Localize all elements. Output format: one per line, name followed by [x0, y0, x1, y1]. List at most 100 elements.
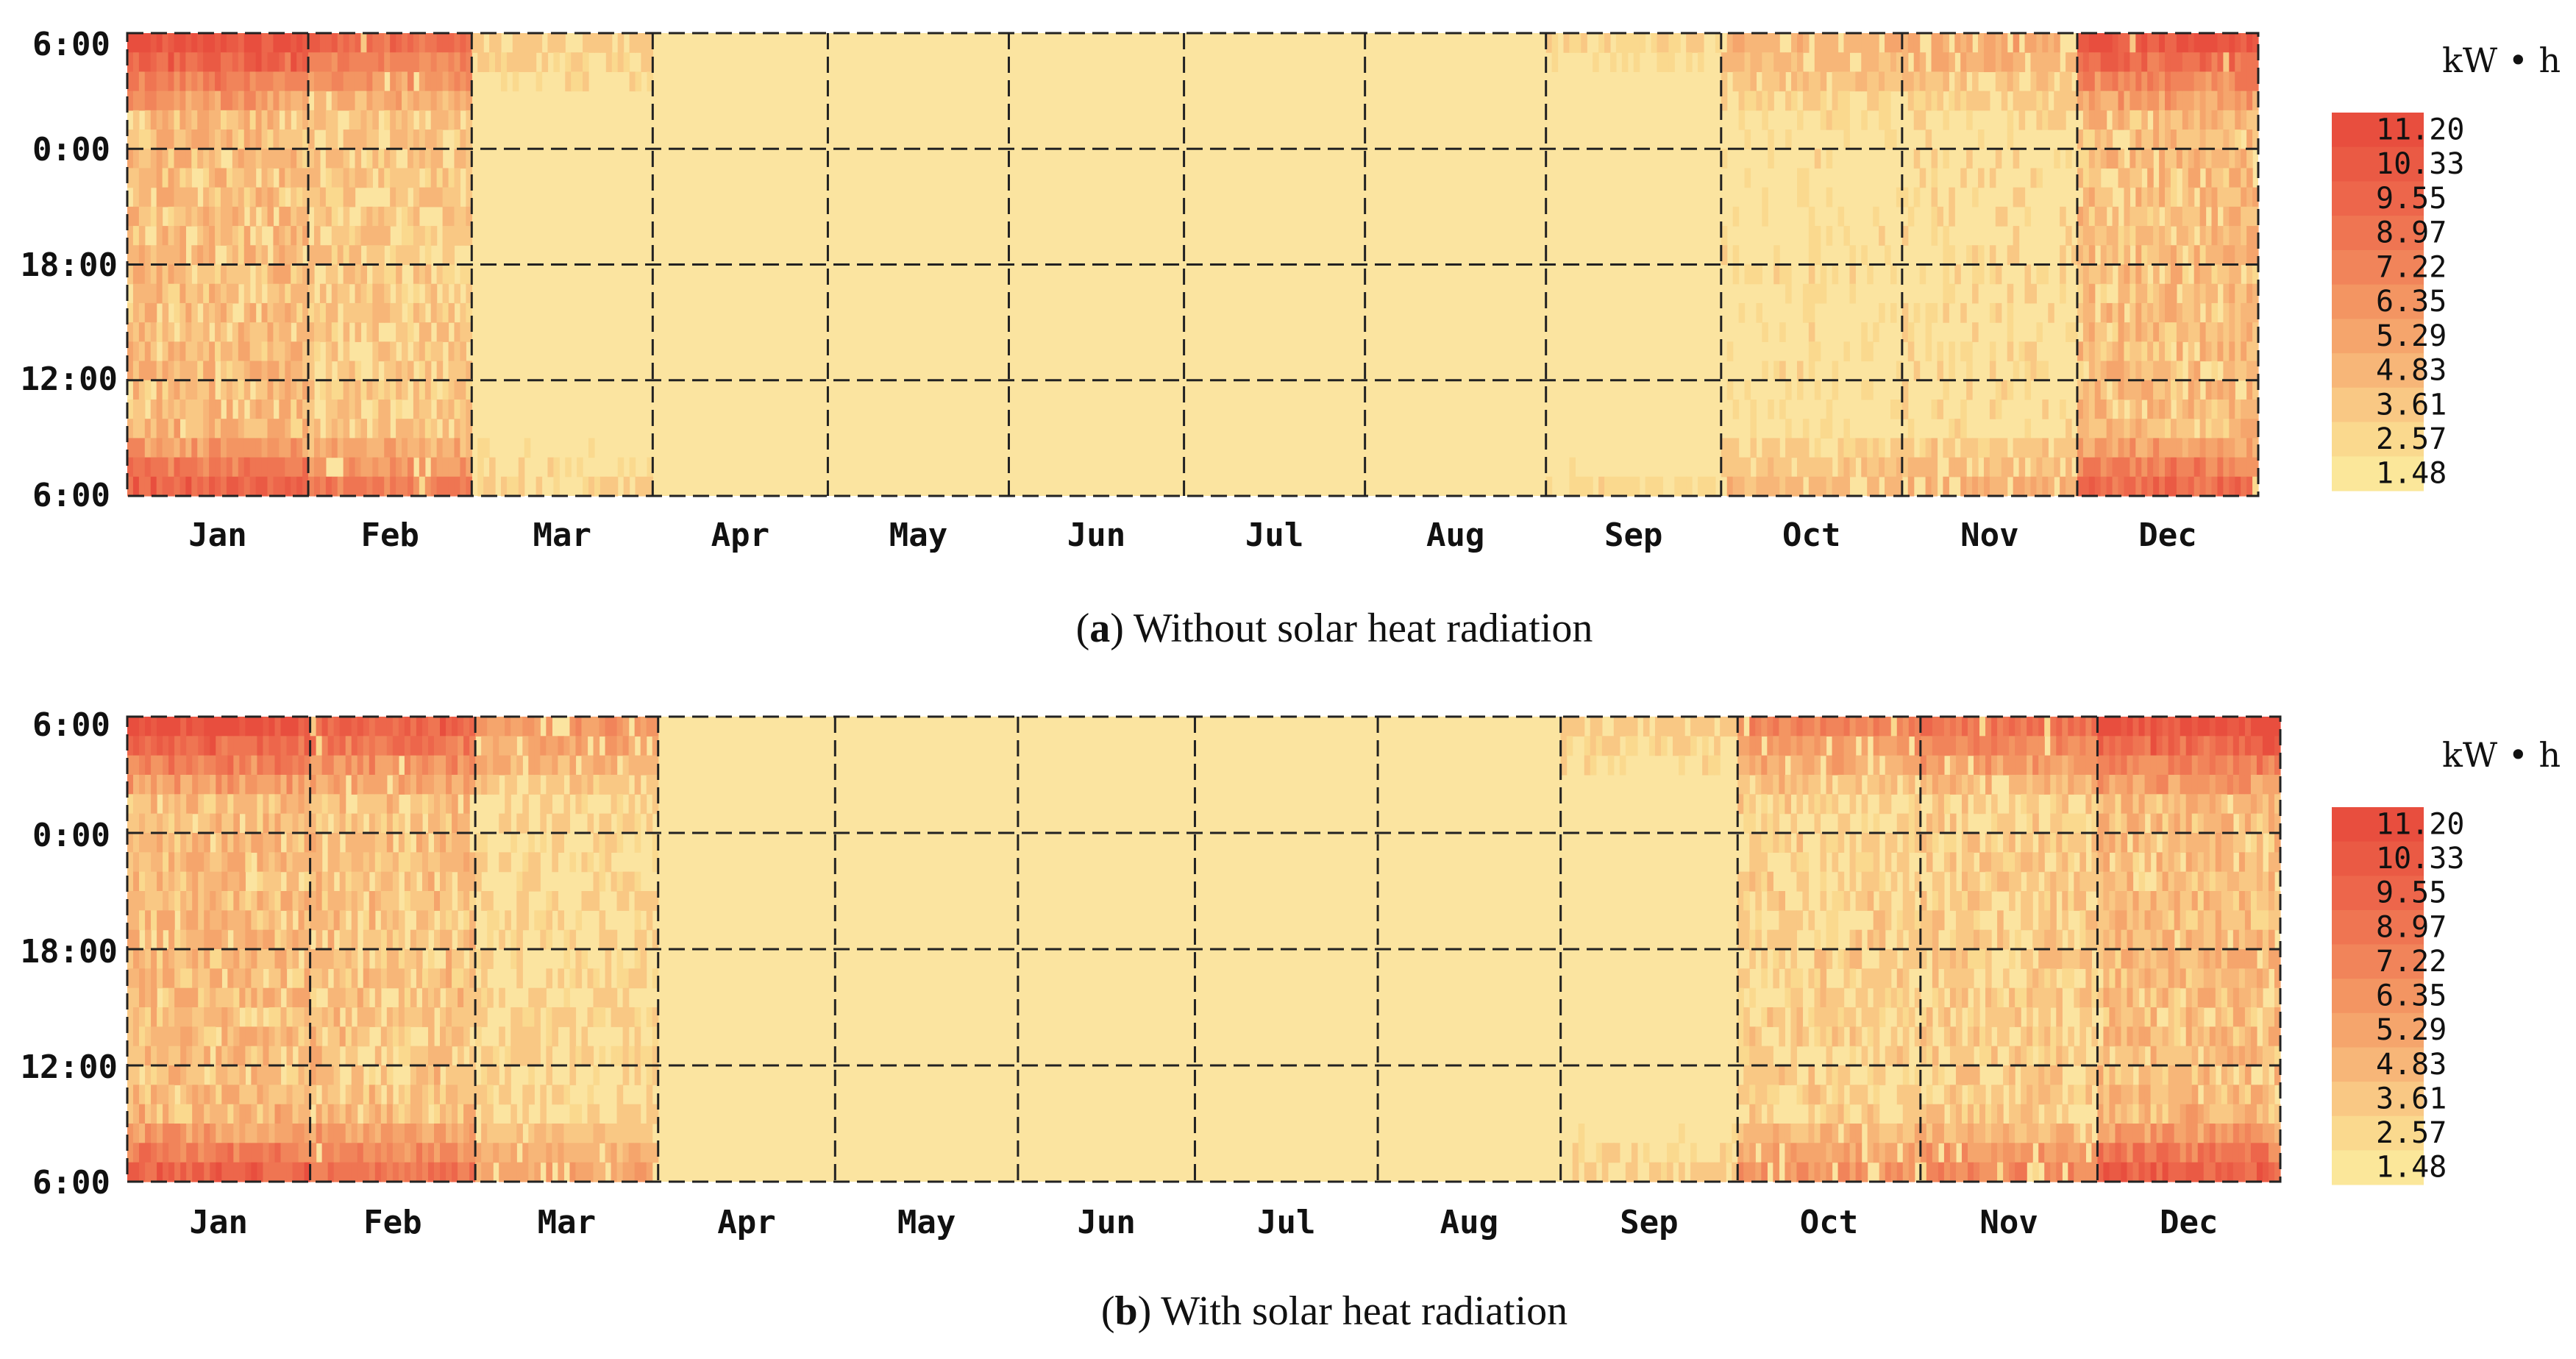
heat-cell — [2252, 110, 2259, 130]
heat-cell — [127, 910, 134, 931]
heat-cell — [132, 283, 140, 304]
heat-cell — [1913, 457, 1921, 478]
heat-cell — [460, 380, 466, 400]
heat-cell — [363, 736, 370, 756]
heat-cell — [635, 33, 642, 53]
heat-cell — [1684, 736, 1691, 756]
heat-cell — [1779, 717, 1785, 737]
heat-cell — [263, 891, 270, 911]
heat-cell — [1978, 476, 1985, 497]
heat-cell — [2054, 110, 2060, 130]
heat-cell — [192, 1104, 199, 1124]
heat-cell — [243, 457, 251, 478]
heat-cell — [421, 910, 429, 931]
heat-cell — [2030, 457, 2037, 478]
heat-cell — [384, 168, 391, 188]
heat-cell — [1802, 1143, 1810, 1163]
heat-cell — [209, 476, 216, 497]
heat-cell — [404, 1143, 411, 1163]
heat-cell — [1908, 1162, 1915, 1182]
heat-cell — [1755, 852, 1762, 873]
heat-cell — [587, 968, 594, 989]
heat-cell — [402, 283, 408, 304]
heat-cell — [355, 110, 362, 130]
heat-cell — [1584, 736, 1591, 756]
heat-cell — [528, 1026, 535, 1047]
heat-cell — [396, 283, 402, 304]
heat-cell — [1890, 755, 1898, 776]
heat-cell — [1843, 476, 1851, 497]
heat-cell — [321, 1162, 329, 1182]
heat-cell — [1808, 736, 1815, 756]
heat-cell — [339, 929, 346, 950]
heat-cell — [2060, 245, 2066, 266]
heat-cell — [1790, 852, 1798, 873]
heat-cell — [261, 264, 268, 285]
heat-cell — [2193, 206, 2201, 227]
heat-cell — [1855, 755, 1862, 776]
heat-cell — [1779, 736, 1785, 756]
heat-cell — [168, 833, 175, 853]
heat-cell — [1737, 1124, 1744, 1143]
heat-cell — [2060, 110, 2066, 130]
heat-cell — [1832, 891, 1839, 911]
heat-cell — [249, 341, 257, 362]
heat-cell — [587, 891, 594, 911]
heat-cell — [227, 717, 234, 737]
heat-cell — [351, 891, 358, 911]
heat-cell — [534, 987, 541, 1008]
heat-cell — [296, 438, 303, 458]
heat-cell — [302, 91, 309, 111]
heat-cell — [386, 755, 394, 776]
heat-cell — [2229, 361, 2235, 381]
heat-cell — [239, 1162, 246, 1182]
heat-cell — [192, 987, 199, 1008]
heat-cell — [2130, 322, 2136, 342]
heat-cell — [466, 206, 472, 227]
heat-cell — [558, 755, 565, 776]
heat-cell — [2235, 245, 2241, 266]
heat-cell — [616, 1007, 624, 1027]
heat-cell — [145, 1007, 152, 1027]
heat-cell — [1966, 52, 1973, 73]
heat-cell — [469, 891, 476, 911]
heat-cell — [402, 380, 408, 400]
heat-cell — [168, 1046, 175, 1066]
heat-cell — [534, 717, 541, 737]
heat-cell — [268, 717, 276, 737]
heat-cell — [448, 187, 455, 207]
heat-cell — [1913, 33, 1921, 53]
heat-cell — [251, 755, 258, 776]
heat-cell — [1913, 149, 1921, 169]
heat-cell — [296, 361, 303, 381]
heat-cell — [2135, 380, 2142, 400]
heat-cell — [599, 476, 607, 497]
heat-cell — [273, 341, 280, 362]
heat-cell — [386, 1124, 394, 1143]
heat-cell — [292, 775, 299, 795]
heat-cell — [446, 833, 452, 853]
heat-cell — [2246, 322, 2253, 342]
heat-cell — [363, 910, 370, 931]
heat-cell — [145, 949, 152, 969]
heat-cell — [239, 949, 246, 969]
heat-cell — [516, 1007, 523, 1027]
heat-cell — [280, 1143, 288, 1163]
heat-cell — [1879, 987, 1886, 1008]
heat-cell — [274, 891, 282, 911]
heat-cell — [197, 226, 204, 246]
heat-cell — [308, 283, 315, 304]
heat-cell — [1755, 891, 1762, 911]
heat-cell — [1808, 283, 1815, 304]
heat-cell — [1743, 871, 1750, 892]
heat-cell — [363, 755, 370, 776]
heat-cell — [605, 33, 613, 53]
heat-cell — [652, 833, 659, 853]
heat-cell — [563, 1143, 571, 1163]
heat-cell — [2088, 91, 2096, 111]
heat-cell — [378, 302, 385, 323]
heat-cell — [308, 361, 315, 381]
heat-cell — [215, 341, 221, 362]
heat-cell — [321, 794, 329, 815]
heat-cell — [233, 813, 240, 834]
